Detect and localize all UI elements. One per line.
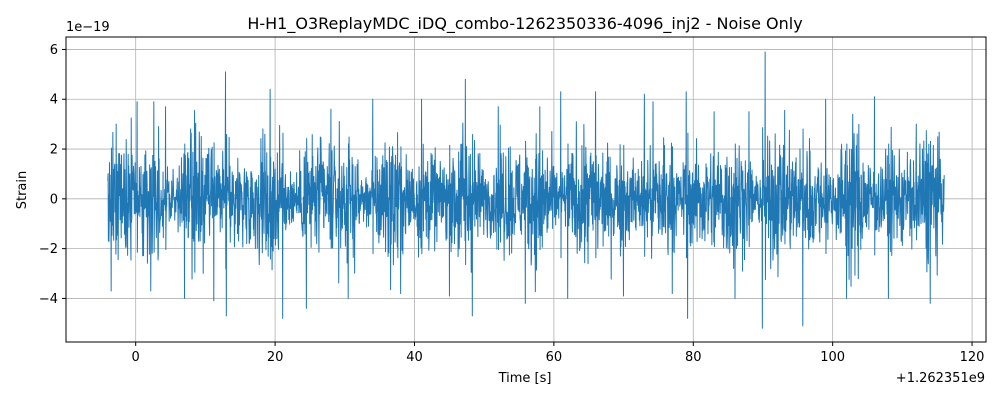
y-tick-label: 2 — [50, 143, 58, 158]
x-tick-label: 40 — [406, 350, 423, 365]
x-offset-label: +1.262351e9 — [896, 371, 985, 386]
y-tick-label: −2 — [39, 242, 58, 257]
x-tick-label: 100 — [820, 350, 845, 365]
x-axis-label: Time [s] — [498, 371, 552, 386]
series-noise — [107, 51, 945, 329]
plot-frame — [65, 36, 987, 343]
x-tick-label: 120 — [960, 350, 985, 365]
y-tick-label: −4 — [39, 292, 58, 307]
y-tick-label: 6 — [50, 43, 58, 58]
chart-title: H-H1_O3ReplayMDC_iDQ_combo-1262350336-40… — [247, 14, 802, 34]
noise-trace-line — [107, 51, 945, 329]
x-tick-label: 60 — [546, 350, 563, 365]
x-tick-label: 20 — [267, 350, 284, 365]
y-axis-label: Strain — [15, 171, 30, 210]
y-tick-label: 0 — [50, 192, 58, 207]
y-scale-label: 1e−19 — [66, 20, 110, 35]
y-tick-label: 4 — [50, 93, 58, 108]
x-tick-label: 80 — [685, 350, 702, 365]
x-tick-label: 0 — [132, 350, 140, 365]
y-axis-ticks: −4 −2 0 2 4 6 — [39, 43, 66, 307]
x-axis-ticks: 0 20 40 60 80 100 120 — [132, 342, 985, 365]
